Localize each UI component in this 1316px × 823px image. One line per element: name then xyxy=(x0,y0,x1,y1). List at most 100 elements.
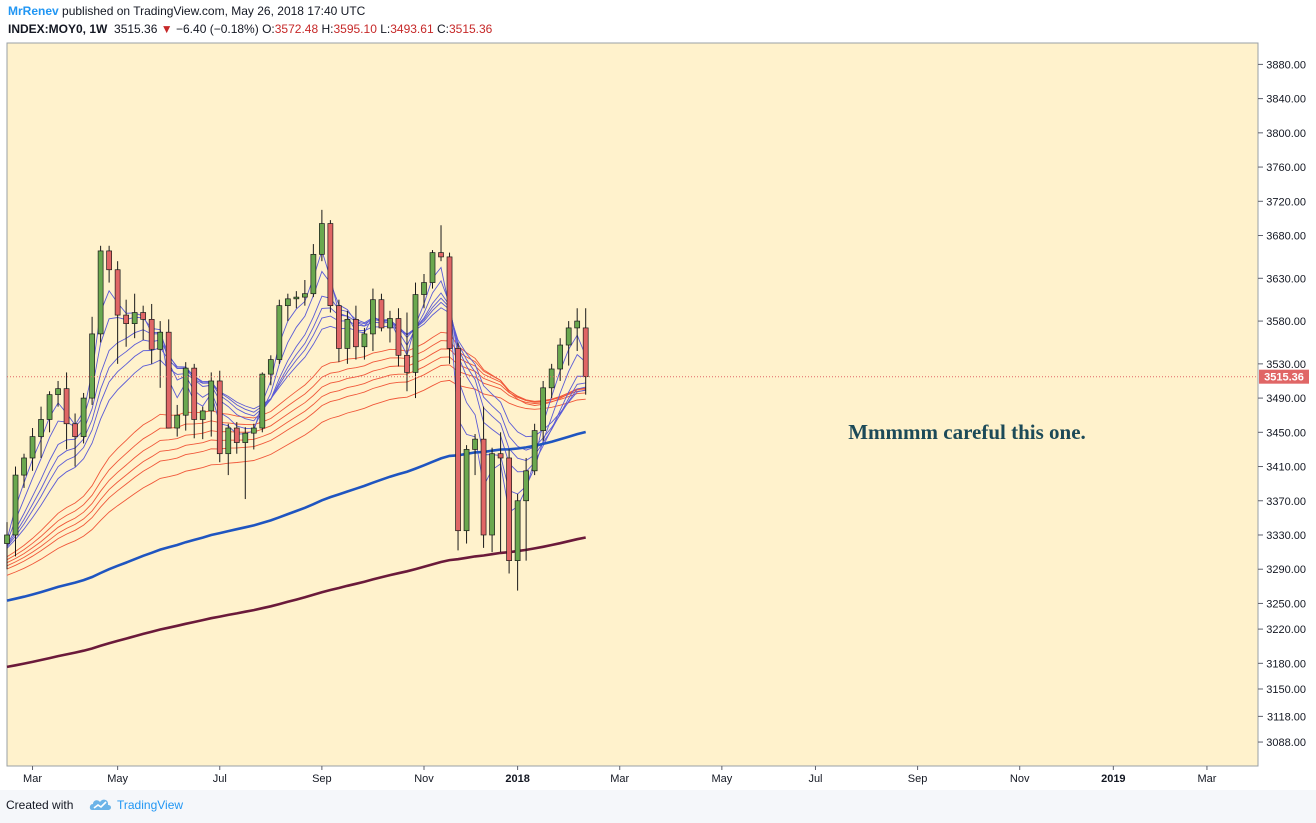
y-tick-label: 3450.00 xyxy=(1266,427,1306,439)
bear-candle xyxy=(327,220,334,313)
bear-candle xyxy=(106,245,112,283)
bull-candle xyxy=(548,363,555,399)
candle-body xyxy=(421,282,427,295)
red-ribbon-ma xyxy=(6,356,586,567)
y-tick-label: 3720.00 xyxy=(1266,196,1306,208)
red-ribbon-ma xyxy=(6,348,586,564)
x-tick-label: Nov xyxy=(414,773,434,785)
x-tick-label: Mar xyxy=(610,773,629,785)
candle-body xyxy=(21,457,27,476)
close-value: 3515.36 xyxy=(448,22,493,36)
candle-body xyxy=(157,331,164,350)
candle-body xyxy=(378,299,385,329)
bull-candle xyxy=(489,447,495,553)
y-tick-label: 3290.00 xyxy=(1266,564,1306,576)
candle-body xyxy=(344,319,351,349)
bull-candle xyxy=(284,293,291,322)
created-with-label: Created with xyxy=(6,798,74,812)
blue-sma-line xyxy=(6,430,587,602)
tradingview-link[interactable]: TradingView xyxy=(117,798,184,812)
bull-candle xyxy=(310,244,317,298)
candle-body xyxy=(429,252,436,283)
candle-body xyxy=(574,320,581,329)
bear-candle xyxy=(506,449,512,574)
blue-ribbon-ma xyxy=(6,301,586,548)
blue-ribbon-ma xyxy=(6,297,586,547)
bull-candle xyxy=(46,391,53,433)
x-tick-label: 2018 xyxy=(505,773,529,785)
candle-body xyxy=(548,368,555,389)
bull-candle xyxy=(540,380,546,441)
bull-candle xyxy=(514,493,521,591)
blue-ribbon-ma xyxy=(6,292,586,546)
bear-candle xyxy=(455,342,461,551)
candle-body xyxy=(97,250,104,335)
candle-body xyxy=(123,314,129,324)
candle-body xyxy=(565,327,572,346)
candle-body xyxy=(208,380,215,412)
bear-candle xyxy=(378,293,385,332)
bear-candle xyxy=(353,305,359,360)
y-tick-label: 3370.00 xyxy=(1266,496,1306,508)
price-chart[interactable]: 3880.00 3840.00 3800.00 3760.00 3720.00 3680.… xyxy=(0,0,1316,790)
candle-body xyxy=(361,333,368,348)
bear-candle xyxy=(497,432,504,553)
candle-body xyxy=(89,333,95,399)
candle-body xyxy=(80,397,87,437)
y-tick-label: 3088.00 xyxy=(1266,737,1306,749)
y-tick-label: 3118.00 xyxy=(1267,711,1306,723)
x-tick-label: May xyxy=(711,773,732,785)
y-tick-label: 3220.00 xyxy=(1266,624,1306,636)
ohlc-legend: INDEX:MOY0, 1W 3515.36 ▼ −6.40 (−0.18%) … xyxy=(8,22,492,36)
bull-candle xyxy=(574,308,581,352)
bear-candle xyxy=(336,299,342,363)
bull-candle xyxy=(225,423,232,476)
candle-body xyxy=(38,419,44,437)
bull-candle xyxy=(370,288,376,352)
y-tick-label: 3580.00 xyxy=(1266,316,1306,328)
candle-body xyxy=(395,318,402,356)
y-tick-label: 3410.00 xyxy=(1266,462,1306,474)
author-name[interactable]: MrRenev xyxy=(8,4,59,18)
candle-body xyxy=(319,223,325,255)
last-price: 3515.36 xyxy=(114,22,158,36)
bear-candle xyxy=(191,363,198,439)
plot-area[interactable] xyxy=(6,42,1259,767)
x-tick-label: Mar xyxy=(1197,773,1216,785)
candle-body xyxy=(327,223,334,307)
bull-candle xyxy=(12,466,19,557)
bull-candle xyxy=(97,245,104,343)
x-tick-label: Jul xyxy=(808,773,822,785)
red-ribbon-ma xyxy=(6,364,586,570)
candle-body xyxy=(387,318,393,329)
candle-body xyxy=(174,414,181,429)
red-ribbon-ma xyxy=(6,379,586,576)
bull-candle xyxy=(523,457,529,561)
x-tick-label: Sep xyxy=(312,773,332,785)
bull-candle xyxy=(199,406,206,440)
candle-body xyxy=(463,449,470,532)
last-price-tag xyxy=(1259,369,1309,384)
x-tick-label: May xyxy=(107,773,128,785)
candle-body xyxy=(531,430,538,472)
bull-candle xyxy=(89,316,95,405)
y-tick-label: 3490.00 xyxy=(1266,393,1306,405)
candle-body xyxy=(472,438,478,450)
candle-body xyxy=(438,252,444,258)
down-arrow-icon: ▼ xyxy=(160,22,173,36)
bull-candle xyxy=(421,274,427,309)
candle-body xyxy=(140,312,147,320)
tradingview-logo-icon[interactable] xyxy=(88,795,112,813)
bear-candle xyxy=(395,308,402,367)
bear-candle xyxy=(438,225,444,262)
bear-candle xyxy=(480,406,487,548)
blue-ribbon-ma xyxy=(6,307,586,549)
chart-annotation[interactable]: Mmmmm careful this one. xyxy=(848,420,1086,444)
y-tick-label: 3840.00 xyxy=(1266,94,1306,106)
open-label: O: xyxy=(262,22,275,36)
bull-candle xyxy=(387,310,393,343)
bull-candle xyxy=(472,434,478,476)
candle-body xyxy=(72,423,78,437)
candle-body xyxy=(216,380,223,455)
footer: Created with TradingView xyxy=(0,790,1316,823)
